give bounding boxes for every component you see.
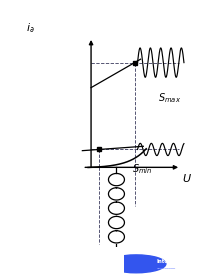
Circle shape — [106, 255, 166, 273]
Text: ─────────: ───────── — [157, 267, 176, 271]
Text: $i_\partial$: $i_\partial$ — [26, 21, 34, 35]
Text: $S_{max}$: $S_{max}$ — [158, 91, 181, 104]
Text: $U$: $U$ — [183, 173, 192, 184]
Text: $S_{min}$: $S_{min}$ — [132, 162, 152, 176]
Text: Intoclect.ru: Intoclect.ru — [157, 258, 191, 263]
